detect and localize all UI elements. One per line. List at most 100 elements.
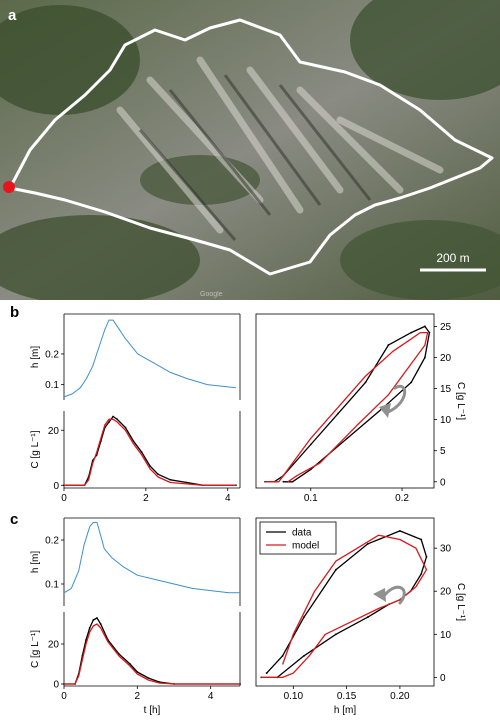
series-line-model bbox=[261, 534, 428, 679]
data-point bbox=[291, 480, 294, 483]
y-axis-label: C [g L⁻¹] bbox=[30, 430, 41, 468]
data-point bbox=[112, 415, 115, 418]
chart-c-hys: 0 10 20 30 0.10 0.15 0.20 C [g L⁻¹] h [m] data mod… bbox=[255, 517, 466, 716]
data-point bbox=[335, 633, 337, 636]
data-point bbox=[88, 627, 91, 629]
data-point bbox=[398, 530, 401, 532]
scale-bar-label: 200 m bbox=[436, 251, 469, 265]
panel-letter-a: a bbox=[8, 7, 17, 24]
y-tick-label: 0 bbox=[53, 680, 59, 691]
data-point bbox=[387, 344, 390, 346]
x-tick-label: 2 bbox=[143, 493, 149, 504]
x-tick-label: 4 bbox=[208, 691, 214, 702]
data-point bbox=[147, 677, 150, 679]
data-point bbox=[346, 437, 349, 440]
data-point bbox=[140, 451, 143, 454]
data-point bbox=[185, 481, 188, 484]
x-tick-label: 0.10 bbox=[284, 691, 304, 702]
data-point bbox=[303, 654, 305, 657]
data-point bbox=[169, 478, 172, 481]
chart-c-h: 0.1 0.2 h [m] bbox=[30, 517, 241, 606]
series-line-h bbox=[63, 319, 236, 398]
outlet-point bbox=[3, 181, 15, 193]
hysteresis-direction-arrow bbox=[386, 384, 407, 414]
series-line-data bbox=[265, 325, 431, 483]
series-line-model bbox=[64, 623, 240, 685]
panel-letter-c: c bbox=[10, 511, 18, 528]
plot-frame bbox=[255, 517, 435, 687]
data-point bbox=[96, 617, 98, 619]
y-tick-label: 15 bbox=[440, 384, 452, 395]
data-point bbox=[124, 426, 127, 429]
y-tick-label: 0.2 bbox=[45, 536, 59, 547]
data-point bbox=[420, 573, 423, 575]
data-point bbox=[364, 381, 367, 384]
data-point bbox=[410, 331, 413, 334]
y-axis-label: C [g L⁻¹] bbox=[30, 630, 41, 668]
data-point bbox=[428, 331, 431, 334]
y-tick-label: 20 bbox=[48, 426, 60, 437]
x-tick-label: 0.15 bbox=[337, 691, 357, 702]
y-tick-label: 30 bbox=[440, 544, 452, 555]
x-tick-label: 0.1 bbox=[304, 493, 318, 504]
data-point bbox=[281, 654, 284, 657]
chart-b-C: 0 20 0 2 4 C [g L⁻¹] bbox=[30, 411, 241, 504]
legend-label-data: data bbox=[292, 528, 312, 539]
plot-frame bbox=[255, 313, 435, 489]
y-axis-label: C [g L⁻¹] bbox=[455, 583, 466, 621]
data-point bbox=[129, 663, 131, 665]
catchment-boundary bbox=[8, 18, 494, 276]
y-tick-label: 0 bbox=[440, 477, 446, 488]
data-point bbox=[337, 412, 340, 415]
data-point bbox=[99, 623, 102, 625]
x-tick-label: 0 bbox=[61, 493, 67, 504]
data-point bbox=[132, 440, 135, 443]
hysteresis-arrowhead bbox=[373, 588, 386, 602]
legend-label-model: model bbox=[292, 541, 319, 552]
x-tick-label: 0 bbox=[61, 691, 67, 702]
catchment-aerial-image: a 200 m Google bbox=[0, 0, 500, 300]
data-point bbox=[108, 421, 110, 423]
data-point bbox=[423, 356, 426, 359]
imagery-watermark: Google bbox=[200, 291, 223, 298]
y-tick-label: 0 bbox=[53, 481, 59, 492]
data-point bbox=[367, 542, 369, 545]
panel-letter-b: b bbox=[10, 304, 19, 321]
y-axis-label: h [m] bbox=[30, 551, 41, 573]
x-tick-label: 4 bbox=[225, 493, 231, 504]
y-axis-label: h [m] bbox=[30, 346, 41, 368]
series-line-h bbox=[63, 521, 240, 594]
data-point bbox=[149, 465, 151, 467]
x-tick-label: 2 bbox=[135, 691, 141, 702]
legend-box bbox=[259, 521, 337, 555]
series-line-model bbox=[64, 418, 236, 486]
chart-b-h: 0.1 0.2 h [m] bbox=[30, 313, 241, 400]
y-tick-label: 25 bbox=[440, 322, 452, 333]
y-tick-label: 0.1 bbox=[45, 380, 59, 391]
y-tick-label: 0 bbox=[440, 673, 446, 684]
series-line-model bbox=[265, 331, 429, 483]
y-tick-label: 0.1 bbox=[45, 580, 59, 591]
data-point bbox=[309, 443, 312, 446]
x-axis-label: t [h] bbox=[144, 705, 161, 716]
data-point bbox=[282, 480, 285, 483]
y-axis-label: C [g L⁻¹] bbox=[455, 382, 466, 420]
data-point bbox=[423, 325, 426, 328]
hysteresis-arrowhead bbox=[379, 403, 391, 418]
data-point bbox=[265, 672, 268, 674]
data-point bbox=[92, 619, 95, 621]
data-point bbox=[410, 381, 413, 384]
y-tick-label: 10 bbox=[440, 630, 452, 641]
y-tick-label: 10 bbox=[440, 415, 452, 426]
x-tick-label: 0.2 bbox=[395, 493, 409, 504]
data-point bbox=[367, 616, 369, 618]
y-tick-label: 20 bbox=[440, 353, 452, 364]
data-point bbox=[303, 616, 305, 618]
data-point bbox=[420, 538, 423, 541]
y-tick-label: 20 bbox=[440, 587, 452, 598]
data-point bbox=[157, 473, 160, 476]
chart-c-C: 0 20 0 2 4 C [g L⁻¹] t [h] bbox=[30, 612, 241, 716]
data-point bbox=[116, 418, 119, 421]
y-tick-label: 20 bbox=[48, 640, 60, 651]
